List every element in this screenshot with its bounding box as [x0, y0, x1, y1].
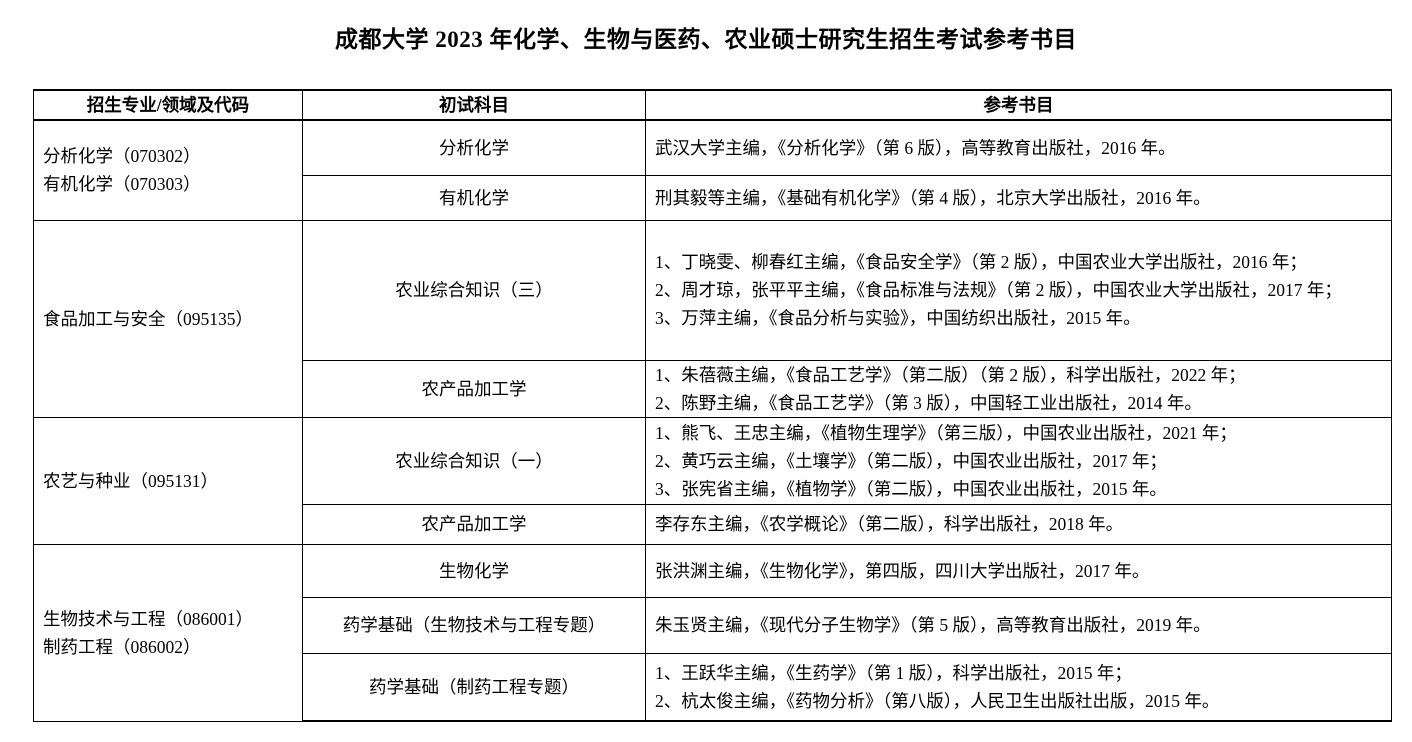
page-title: 成都大学 2023 年化学、生物与医药、农业硕士研究生招生考试参考书目	[335, 27, 1077, 52]
books-cell: 张洪渊主编，《生物化学》，第四版，四川大学出版社，2017 年。	[645, 543, 1392, 598]
book-line: 2、周才琼，张平平主编，《食品标准与法规》（第 2 版），中国农业大学出版社，2…	[655, 280, 1342, 300]
major-line: 农艺与种业（095131）	[43, 470, 218, 491]
subject-cell: 药学基础（生物技术与工程专题）	[302, 596, 646, 654]
major-cell: 分析化学（070302） 有机化学（070303）	[33, 119, 303, 221]
book-line: 刑其毅等主编，《基础有机化学》（第 4 版），北京大学出版社，2016 年。	[655, 187, 1211, 208]
books-cell: 1、朱蓓薇主编，《食品工艺学》（第二版）（第 2 版），科学出版社，2022 年…	[645, 359, 1392, 418]
reference-table: 招生专业/领域及代码 初试科目 参考书目 分析化学（070302） 有机化学（0…	[33, 89, 1392, 722]
table-row: 分析化学（070302） 有机化学（070303） 分析化学 武汉大学主编，《分…	[33, 119, 1392, 221]
books-cell: 朱玉贤主编，《现代分子生物学》（第 5 版），高等教育出版社，2019 年。	[645, 596, 1392, 654]
table-row: 农产品加工学 李存东主编，《农学概论》（第二版），科学出版社，2018 年。	[34, 503, 1392, 545]
column-header-subject: 初试科目	[302, 89, 646, 121]
books-cell: 1、丁晓雯、柳春红主编，《食品安全学》（第 2 版），中国农业大学出版社，201…	[645, 219, 1392, 361]
books-cell: 刑其毅等主编，《基础有机化学》（第 4 版），北京大学出版社，2016 年。	[645, 174, 1392, 221]
major-line: 生物技术与工程（086001）	[43, 608, 253, 629]
book-line: 3、万萍主编，《食品分析与实验》，中国纺织出版社，2015 年。	[655, 308, 1141, 328]
table-row: 农产品加工学 1、朱蓓薇主编，《食品工艺学》（第二版）（第 2 版），科学出版社…	[34, 359, 1392, 418]
major-cell: 农艺与种业（095131）	[33, 416, 303, 545]
book-line: 2、黄巧云主编，《土壤学》（第二版），中国农业出版社，2017 年；	[655, 450, 1167, 471]
table-row: 农艺与种业（095131） 农业综合知识（一） 1、熊飞、王忠主编，《植物生理学…	[33, 416, 1392, 545]
subject-cell: 农产品加工学	[302, 503, 646, 545]
book-line: 2、陈野主编，《食品工艺学》（第 3 版），中国轻工业出版社，2014 年。	[655, 392, 1202, 413]
books-cell: 李存东主编，《农学概论》（第二版），科学出版社，2018 年。	[645, 503, 1392, 545]
table-row: 食品加工与安全（095135） 农业综合知识（三） 1、丁晓雯、柳春红主编，《食…	[33, 219, 1392, 418]
books-cell: 1、王跃华主编，《生药学》（第 1 版），科学出版社，2015 年； 2、杭太俊…	[645, 652, 1392, 722]
book-line: 1、丁晓雯、柳春红主编，《食品安全学》（第 2 版），中国农业大学出版社，201…	[655, 252, 1307, 272]
subject-cell: 分析化学	[302, 119, 646, 176]
table-header-row: 招生专业/领域及代码 初试科目 参考书目	[33, 89, 1392, 121]
column-header-books: 参考书目	[645, 89, 1392, 121]
book-line: 张洪渊主编，《生物化学》，第四版，四川大学出版社，2017 年。	[655, 560, 1150, 581]
major-line: 食品加工与安全（095135）	[43, 308, 253, 329]
major-cell: 食品加工与安全（095135）	[33, 219, 303, 418]
table-row: 生物技术与工程（086001） 制药工程（086002） 生物化学 张洪渊主编，…	[33, 543, 1392, 722]
major-line: 制药工程（086002）	[43, 636, 201, 657]
book-line: 3、张宪省主编，《植物学》（第二版），中国农业出版社，2015 年。	[655, 478, 1167, 499]
column-header-major: 招生专业/领域及代码	[33, 89, 303, 121]
subject-cell: 药学基础（制药工程专题）	[302, 652, 646, 722]
book-line: 1、熊飞、王忠主编，《植物生理学》（第三版），中国农业出版社，2021 年；	[655, 422, 1237, 443]
major-line: 分析化学（070302）	[43, 146, 201, 167]
books-cell: 1、熊飞、王忠主编，《植物生理学》（第三版），中国农业出版社，2021 年； 2…	[645, 416, 1392, 505]
subject-cell: 农产品加工学	[302, 359, 646, 418]
major-cell: 生物技术与工程（086001） 制药工程（086002）	[33, 543, 303, 722]
subject-cell: 生物化学	[302, 543, 646, 598]
books-cell: 武汉大学主编，《分析化学》（第 6 版），高等教育出版社，2016 年。	[645, 119, 1392, 176]
book-line: 朱玉贤主编，《现代分子生物学》（第 5 版），高等教育出版社，2019 年。	[655, 615, 1211, 635]
book-line: 1、王跃华主编，《生药学》（第 1 版），科学出版社，2015 年；	[655, 662, 1132, 683]
table-row: 药学基础（生物技术与工程专题） 朱玉贤主编，《现代分子生物学》（第 5 版），高…	[34, 596, 1392, 654]
subject-cell: 有机化学	[302, 174, 646, 221]
table-row: 有机化学 刑其毅等主编，《基础有机化学》（第 4 版），北京大学出版社，2016…	[34, 174, 1392, 221]
book-line: 1、朱蓓薇主编，《食品工艺学》（第二版）（第 2 版），科学出版社，2022 年…	[655, 364, 1246, 385]
major-line: 有机化学（070303）	[43, 174, 201, 195]
book-line: 李存东主编，《农学概论》（第二版），科学出版社，2018 年。	[655, 514, 1124, 534]
book-line: 2、杭太俊主编，《药物分析》（第八版），人民卫生出版社出版，2015 年。	[655, 690, 1220, 711]
table-row: 药学基础（制药工程专题） 1、王跃华主编，《生药学》（第 1 版），科学出版社，…	[34, 652, 1392, 722]
subject-cell: 农业综合知识（三）	[302, 219, 646, 361]
subject-cell: 农业综合知识（一）	[302, 416, 646, 505]
book-line: 武汉大学主编，《分析化学》（第 6 版），高等教育出版社，2016 年。	[655, 137, 1176, 158]
